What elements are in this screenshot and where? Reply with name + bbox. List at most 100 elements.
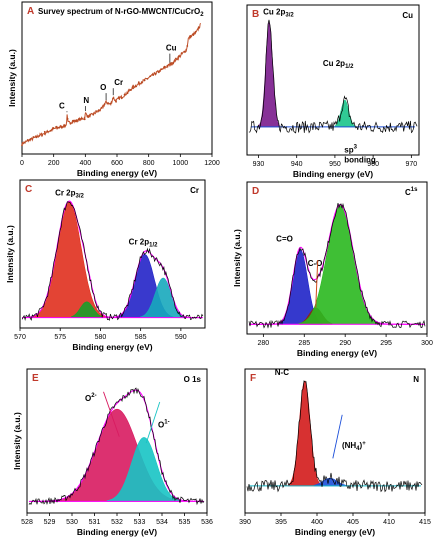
peak-label-f-1: (NH4)+ [342,441,366,452]
peak-label-cr: Cr [114,78,123,87]
survey-marker [177,55,180,58]
survey-marker [55,125,58,128]
element-label: Cu [402,11,413,20]
survey-marker [72,119,75,122]
survey-marker [152,74,155,76]
panel-letter: C [25,184,32,195]
survey-marker [197,26,200,29]
panel-letter: D [252,186,259,197]
peak-label-b-0-part: Cu 2p [263,7,285,16]
x-tick-label: 950 [329,161,341,168]
survey-marker [98,109,100,111]
survey-marker [63,124,66,127]
x-tick-label: 395 [275,519,287,526]
element-label: C1s [405,187,418,197]
title-main: Survey spectrum of N-rGO-MWCNT/CuCrO [38,7,200,16]
element-label: Cr [190,186,199,195]
peak-label-b-0-part: 3/2 [285,12,294,18]
x-tick-label: 570 [14,334,26,341]
peak-label-f-1-part: 4 [356,446,360,452]
peak-label-o: O [100,83,106,92]
x-tick-label: 410 [383,519,395,526]
peak-label-d-1: C-O [308,259,323,268]
peak-label-b-1-part: 1/2 [345,64,354,70]
peak-label-e-0-part: 2- [91,393,96,399]
c-o-pointer [315,259,319,308]
x-tick-label: 532 [111,519,123,526]
x-tick-label: 400 [79,160,91,167]
survey-marker [169,62,172,65]
x-tick-label: 536 [201,519,213,526]
element-label: O 1s [184,375,202,384]
x-tick-label: 531 [89,519,101,526]
x-axis-label: Binding energy (eV) [77,168,157,178]
panel-d: 280 285 290 295 300 Binding energy (eV) Intens… [232,145,433,358]
x-tick-label: 590 [175,334,187,341]
element-label-part: C [405,188,411,197]
peak-label-d-2-line2: bonding [344,156,376,165]
peak-label-d-0: C=O [276,234,293,243]
x-tick-label: 535 [179,519,191,526]
x-tick-label: 1000 [173,160,189,167]
x-tick-label: 534 [156,519,168,526]
peak-label-d-2-part: 3 [354,145,358,151]
survey-marker [189,35,192,37]
x-axis-label: Binding energy (eV) [72,342,152,352]
survey-marker [140,81,143,84]
survey-marker [126,92,129,95]
survey-marker [163,65,166,68]
survey-marker [43,130,46,133]
survey-marker [149,75,152,78]
survey-marker [32,136,35,138]
survey-marker [183,50,186,53]
peak-label-cu: Cu [166,44,177,53]
survey-marker [80,117,83,120]
survey-marker [129,89,132,91]
x-tick-label: 580 [95,334,107,341]
plot-frame [244,368,426,514]
x-tick-label: 528 [21,519,33,526]
x-tick-label: 405 [347,519,359,526]
peak-label-c: C [59,101,65,110]
survey-marker [26,139,29,141]
x-tick-label: 295 [380,340,392,347]
survey-marker [66,117,69,120]
panel-b: 930 940 950 960 970 Binding energy (eV) B Cu Cu … [246,4,420,179]
survey-marker [109,102,112,105]
panel-c: 570 575 580 585 590 Binding energy (eV) Intens… [5,179,206,352]
panel-a: 0 200 400 600 800 1000 1200 Binding energy (eV)… [7,1,220,178]
panel-letter: E [32,373,39,384]
peak-label-c-0: Cr 2p3/2 [55,188,84,199]
panel-letter: F [250,373,256,384]
survey-marker [86,115,89,118]
survey-marker [120,97,123,100]
survey-marker [135,85,137,88]
peak-label-b-0: Cu 2p3/2 [263,7,294,18]
survey-marker [100,107,103,109]
survey-marker [186,45,189,47]
survey-marker [180,52,183,54]
peak-fill-1 [106,437,182,502]
x-axis-label: Binding energy (eV) [293,169,373,179]
x-tick-label: 800 [143,160,155,167]
peak-label-e-1-part: 1- [164,419,169,425]
x-tick-label: 285 [298,340,310,347]
survey-marker [118,96,120,99]
x-tick-label: 280 [258,340,270,347]
x-axis-label: Binding energy (eV) [77,527,157,537]
x-tick-label: 400 [311,519,323,526]
peak-label-c-0-part: Cr 2p [55,188,76,197]
o1-pointer [145,401,161,444]
x-tick-label: 1200 [204,160,220,167]
x-tick-label: 415 [419,519,431,526]
panel-letter: A [27,6,34,17]
peak-label-e-0: O2- [85,393,97,403]
survey-marker [160,68,163,71]
survey-marker [61,126,63,129]
survey-marker [92,113,95,116]
survey-marker [21,144,23,147]
x-tick-label: 585 [135,334,147,341]
data-line [21,201,204,321]
y-axis-label: Intensity (a.u.) [232,229,242,287]
survey-marker [106,102,109,104]
